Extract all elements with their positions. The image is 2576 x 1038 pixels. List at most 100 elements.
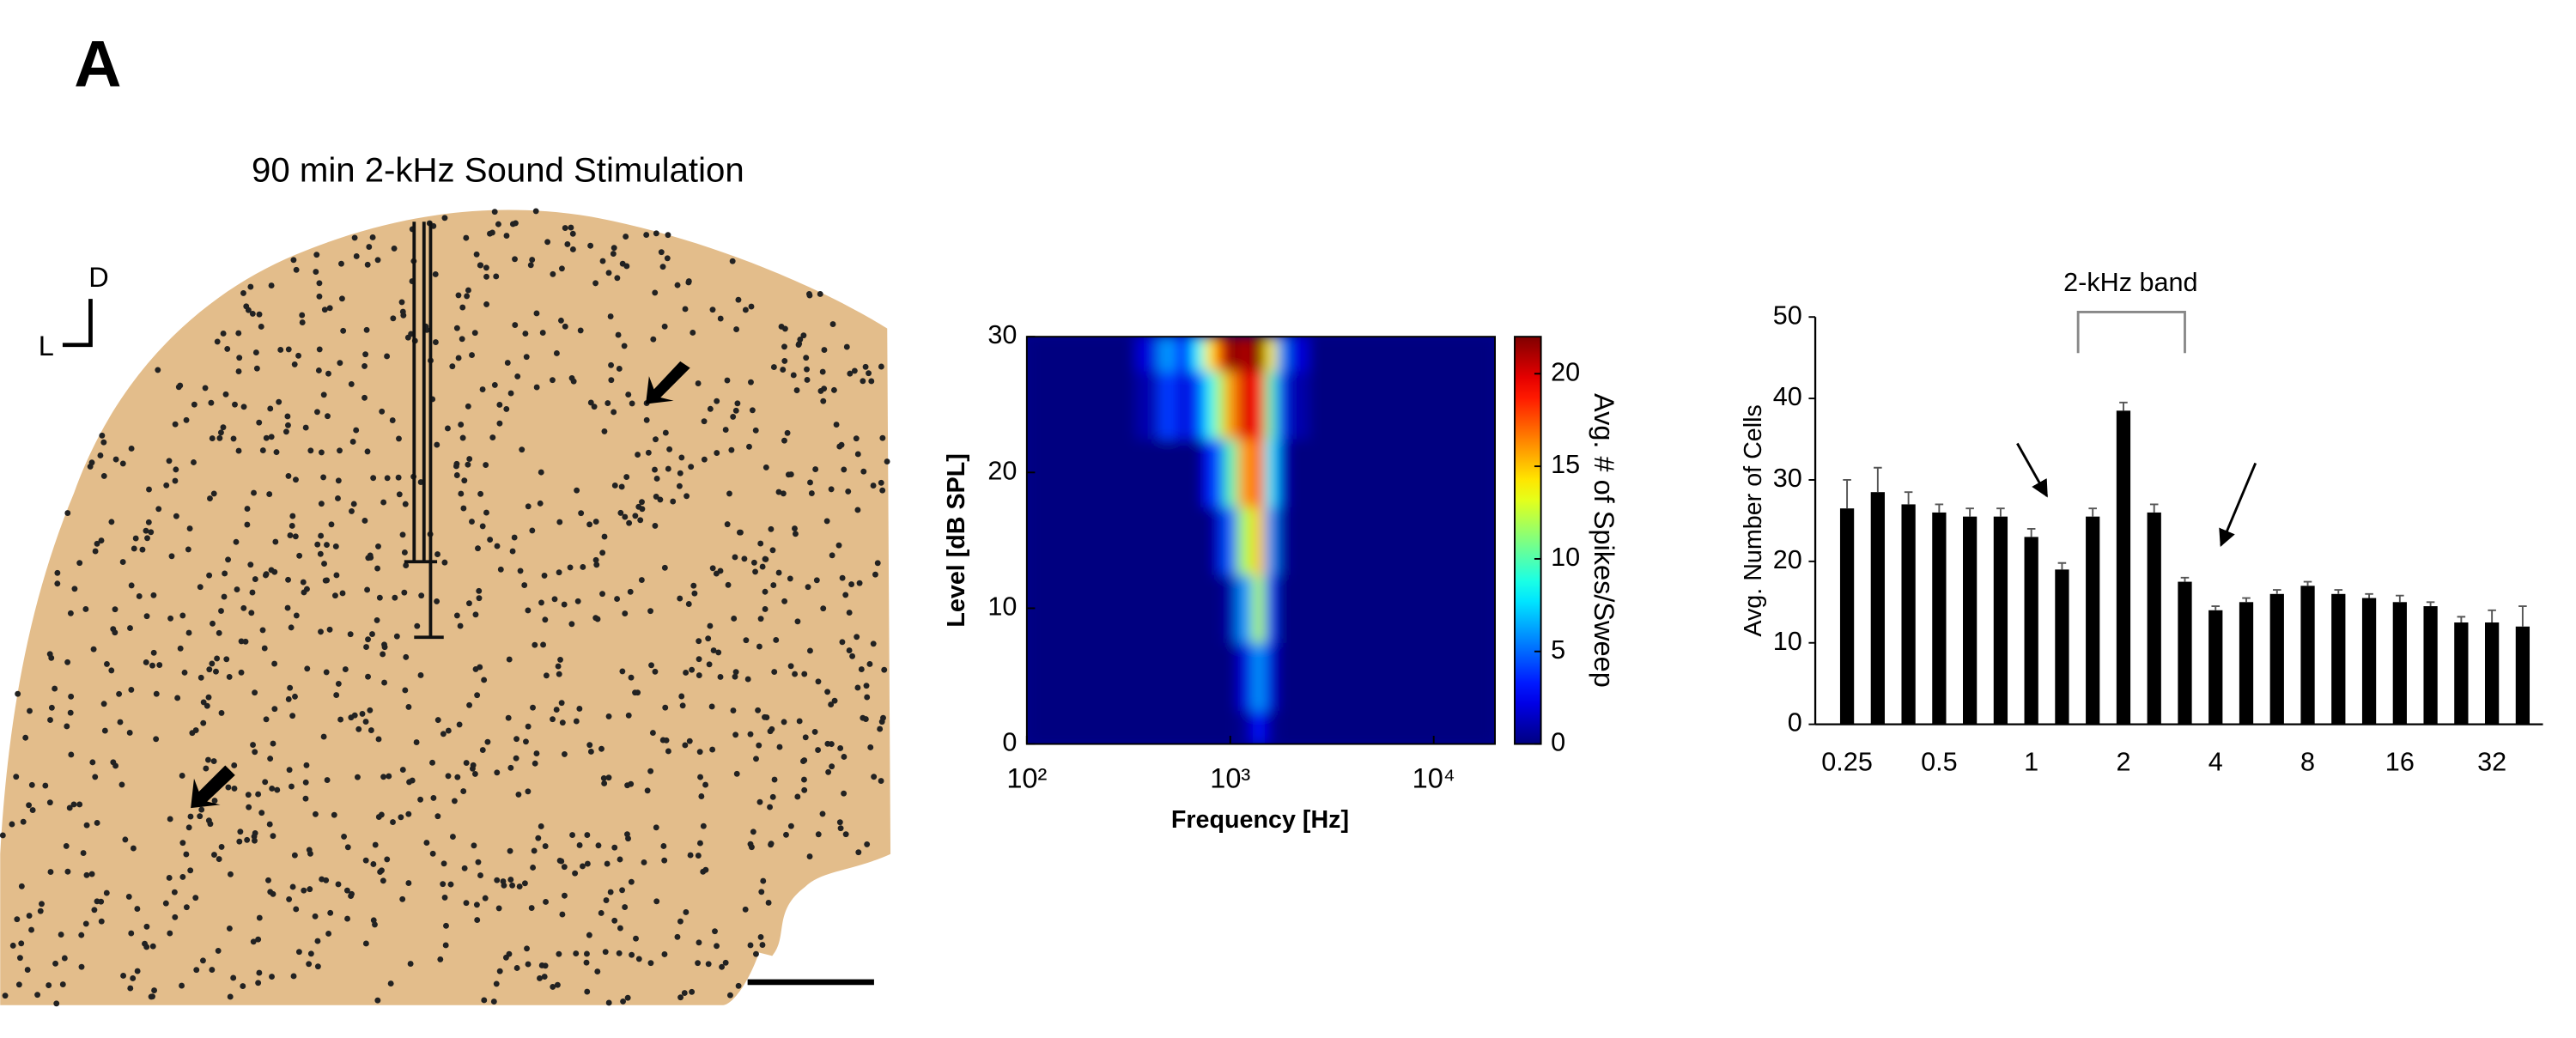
cell-dot	[884, 458, 890, 464]
cell-dot	[854, 684, 861, 691]
cell-dot	[607, 313, 614, 319]
cell-dot	[192, 895, 199, 901]
cell-dot	[26, 913, 33, 919]
cell-dot	[284, 413, 291, 420]
heatmap-cell	[1402, 337, 1466, 372]
cell-dot	[567, 564, 574, 571]
cell-dot	[706, 661, 713, 668]
cell-dot	[255, 936, 262, 943]
cell-dot	[505, 714, 512, 721]
cell-dot	[622, 904, 629, 911]
heatmap-cell	[1276, 709, 1288, 744]
cell-dot	[801, 786, 808, 793]
cell-dot	[287, 532, 294, 539]
cell-dot	[316, 280, 323, 287]
cell-dot	[522, 331, 529, 337]
cell-dot	[166, 458, 173, 464]
cell-dot	[709, 307, 716, 313]
cell-dot	[150, 592, 157, 598]
cell-dot	[372, 841, 379, 848]
cell-dot	[153, 736, 160, 743]
cell-dot	[517, 568, 524, 574]
cell-dot	[293, 612, 300, 619]
cell-dot	[471, 770, 478, 777]
cell-dot	[272, 538, 279, 545]
x-tick-label: 8	[2300, 748, 2315, 777]
cell-dot	[349, 507, 355, 514]
cell-dot	[299, 312, 306, 319]
cell-dot	[878, 363, 884, 370]
heatmap-cell	[1043, 505, 1077, 575]
cell-dot	[662, 429, 669, 436]
cell-dot	[285, 695, 292, 702]
cell-dot	[867, 744, 874, 750]
cell-dot	[255, 791, 262, 798]
cell-dot	[465, 403, 471, 410]
cell-dot	[276, 398, 283, 405]
cell-dot	[477, 872, 483, 879]
cell-dot	[166, 875, 173, 881]
cell-dot	[592, 556, 599, 563]
cell-dot	[91, 907, 98, 914]
cell-dot	[198, 806, 205, 813]
cell-dot	[42, 782, 49, 789]
cell-dot	[781, 357, 788, 364]
cell-dot	[197, 674, 204, 681]
heatmap-cell	[1463, 709, 1496, 744]
cell-dot	[769, 547, 776, 554]
cell-dot	[183, 851, 190, 858]
cell-dot	[525, 961, 532, 968]
cell-dot	[321, 307, 328, 313]
cell-dot	[835, 542, 842, 549]
cell-dot	[227, 993, 234, 1000]
cell-dot	[217, 429, 224, 436]
heatmap-cell	[1276, 573, 1288, 643]
heatmap-cell	[1203, 369, 1217, 440]
cell-dot	[645, 449, 652, 456]
cell-dot	[662, 704, 669, 711]
cell-dot	[525, 607, 532, 614]
cell-dot	[496, 968, 503, 974]
cell-dot	[441, 215, 448, 222]
heatmap-cell	[1349, 337, 1405, 372]
cell-dot	[479, 747, 486, 753]
cell-dot	[402, 687, 409, 694]
cell-dot	[326, 626, 333, 633]
cell-dot	[541, 572, 548, 579]
cell-dot	[363, 644, 369, 650]
cell-dot	[460, 505, 467, 512]
cell-dot	[641, 859, 647, 865]
cell-dot	[313, 252, 320, 258]
cell-dot	[756, 643, 762, 650]
cell-dot	[715, 649, 722, 656]
cell-dot	[542, 616, 549, 623]
cell-dot	[652, 668, 659, 675]
cell-dot	[696, 749, 703, 756]
cell-dot	[629, 951, 635, 958]
colorbar-tick-label: 15	[1551, 450, 1580, 479]
cell-dot	[514, 373, 521, 379]
cell-dot	[677, 994, 684, 1001]
cell-dot	[687, 852, 694, 859]
cell-dot	[266, 821, 273, 828]
cell-dot	[263, 571, 270, 578]
cell-dot	[623, 263, 630, 270]
heatmap-cell	[1463, 505, 1496, 575]
heatmap-cell	[1276, 337, 1288, 372]
cell-dot	[586, 932, 592, 938]
cell-dot	[351, 234, 358, 241]
cell-dot	[618, 483, 625, 490]
cell-dot	[483, 273, 489, 280]
cell-dot	[429, 850, 436, 857]
cell-dot	[653, 230, 659, 237]
cell-dot	[568, 621, 575, 628]
heatmap-cell	[1349, 437, 1405, 507]
cell-dot	[454, 774, 461, 780]
cell-dot	[151, 987, 158, 993]
cell-dot	[261, 645, 268, 652]
cell-dot	[293, 906, 300, 913]
cell-dot	[753, 950, 759, 957]
cell-dot	[355, 774, 361, 780]
heatmap-cell	[1158, 505, 1178, 575]
cell-dot	[237, 829, 244, 835]
